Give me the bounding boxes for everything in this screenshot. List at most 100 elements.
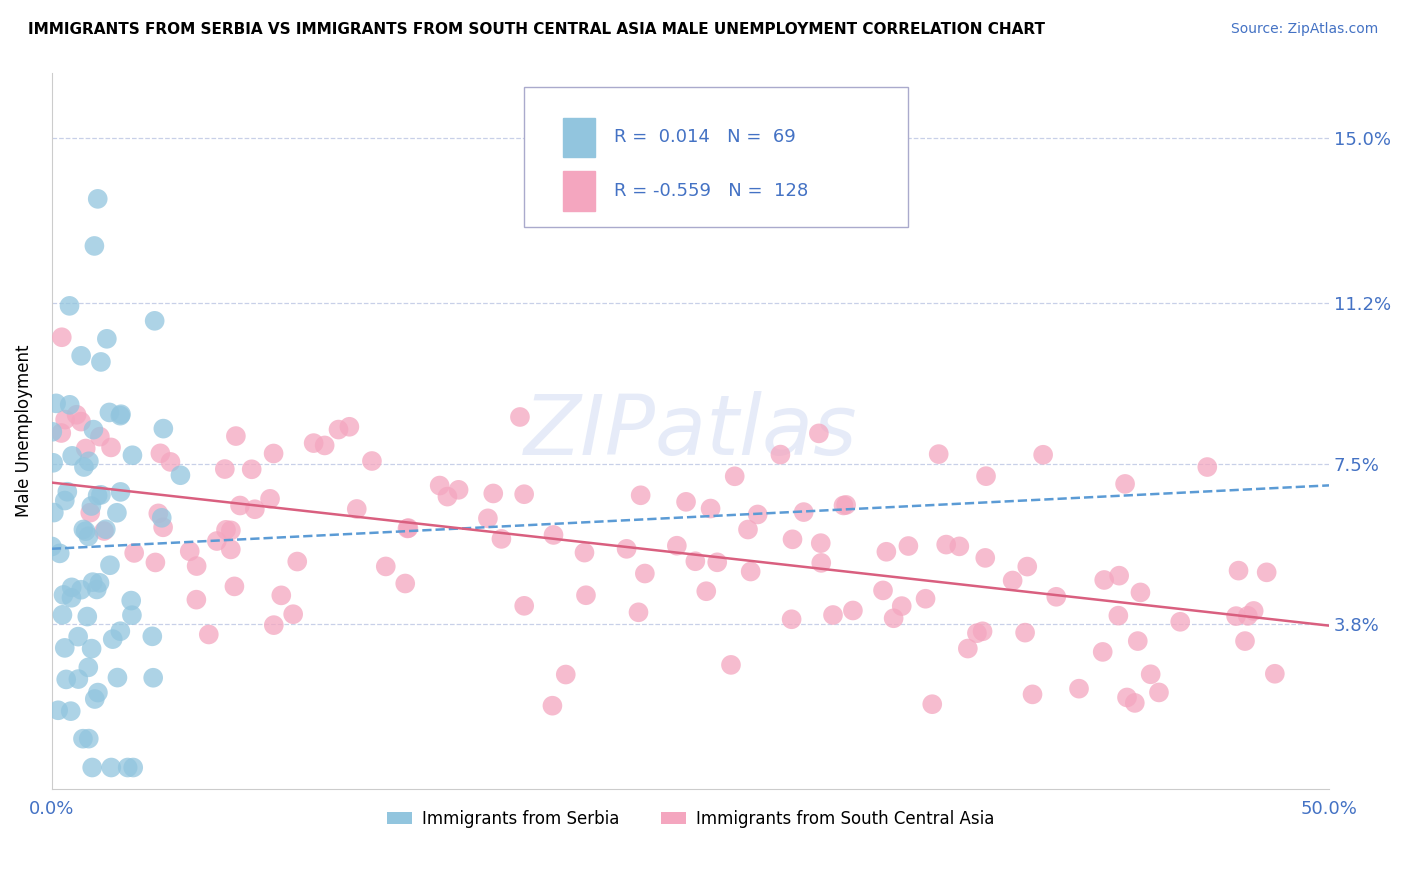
Point [82, 760, 104, 774]
Point [51, 607, 73, 622]
Point [509, 409, 531, 424]
Point [740, 565, 762, 579]
Point [60, 580, 83, 594]
Point [45, 396, 67, 410]
Point [59, 398, 82, 412]
Point [98, 558, 121, 573]
Point [121, 608, 143, 623]
Point [634, 566, 657, 581]
Point [51, 330, 73, 344]
Point [77, 660, 100, 674]
Point [42, 506, 65, 520]
Point [75, 442, 97, 456]
Point [1107, 608, 1129, 623]
Point [283, 607, 305, 622]
Point [1264, 666, 1286, 681]
Point [956, 641, 979, 656]
Point [46, 703, 69, 717]
Point [89, 430, 111, 444]
Point [110, 409, 132, 423]
Point [76, 609, 98, 624]
Point [875, 545, 897, 559]
Point [169, 468, 191, 483]
Point [1114, 476, 1136, 491]
Point [41, 540, 63, 554]
Point [80, 641, 103, 656]
Point [90, 355, 112, 369]
Point [302, 436, 325, 450]
Point [41, 425, 63, 439]
Point [807, 426, 830, 441]
Point [513, 487, 536, 501]
Point [1129, 585, 1152, 599]
Point [60, 591, 83, 605]
Point [810, 536, 832, 550]
Point [48, 546, 70, 560]
Bar [562, 171, 595, 211]
Point [205, 534, 228, 549]
Point [842, 603, 865, 617]
Point [616, 541, 638, 556]
Point [1045, 590, 1067, 604]
Point [58, 299, 80, 313]
Point [793, 505, 815, 519]
Point [98, 405, 121, 419]
Point [543, 528, 565, 542]
Point [1092, 573, 1115, 587]
Point [394, 576, 416, 591]
Point [447, 483, 470, 497]
Point [51, 425, 73, 440]
Bar [562, 118, 595, 157]
Point [1116, 690, 1139, 705]
Point [56, 484, 79, 499]
Point [121, 448, 143, 462]
Point [67, 630, 90, 644]
Point [159, 455, 181, 469]
Point [60, 449, 83, 463]
Point [152, 520, 174, 534]
Point [229, 499, 252, 513]
Point [83, 239, 105, 253]
Point [491, 532, 513, 546]
Point [110, 407, 132, 421]
Point [82, 423, 104, 437]
Point [105, 506, 128, 520]
Point [65, 408, 87, 422]
Point [897, 539, 920, 553]
Point [224, 579, 246, 593]
Point [724, 469, 747, 483]
Point [361, 454, 384, 468]
Point [1227, 564, 1250, 578]
Point [52, 588, 75, 602]
Point [100, 441, 122, 455]
Text: R = -0.559   N =  128: R = -0.559 N = 128 [614, 182, 808, 200]
Point [67, 672, 90, 686]
Point [72, 523, 94, 537]
Point [122, 546, 145, 560]
Point [150, 510, 173, 524]
Point [541, 698, 564, 713]
Point [737, 523, 759, 537]
Text: R =  0.014   N =  69: R = 0.014 N = 69 [614, 128, 796, 146]
Point [1126, 634, 1149, 648]
Point [214, 462, 236, 476]
Point [720, 657, 742, 672]
Point [42, 456, 65, 470]
Point [285, 555, 308, 569]
Point [1091, 645, 1114, 659]
Point [79, 506, 101, 520]
Point [921, 697, 943, 711]
Point [148, 507, 170, 521]
Point [627, 605, 650, 619]
Point [149, 446, 172, 460]
Point [1139, 667, 1161, 681]
Point [1017, 559, 1039, 574]
Point [100, 760, 122, 774]
Point [665, 539, 688, 553]
Point [928, 447, 950, 461]
Point [1108, 568, 1130, 582]
Point [630, 488, 652, 502]
Point [83, 692, 105, 706]
Point [77, 454, 100, 468]
Point [141, 629, 163, 643]
